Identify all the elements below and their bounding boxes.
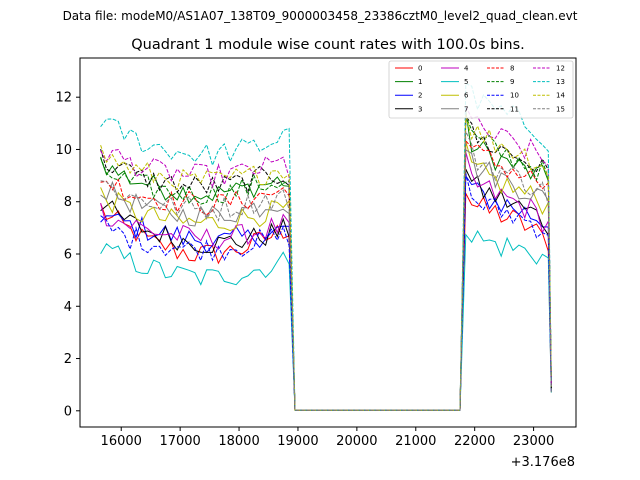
legend-label-5: 5 [464,78,468,86]
x-tick-label: 22000 [454,434,495,449]
legend-label-8: 8 [510,65,514,73]
x-tick-label: 17000 [159,434,200,449]
series-line-14 [100,114,552,411]
plot-area [100,82,552,411]
chart-suptitle: Data file: modeM0/AS1A07_138T09_90000034… [63,9,578,23]
legend-label-11: 11 [510,105,519,113]
series-line-11 [100,115,552,411]
series-line-2 [100,174,552,411]
legend-label-1: 1 [418,78,422,86]
series-line-9 [100,115,552,411]
legend-label-7: 7 [464,105,468,113]
y-tick-label: 2 [64,352,72,367]
legend-label-12: 12 [556,65,565,73]
y-tick-label: 10 [55,143,72,158]
legend-label-9: 9 [510,78,514,86]
y-tick-label: 12 [55,91,72,106]
x-tick-label: 19000 [277,434,318,449]
legend-label-3: 3 [418,105,422,113]
x-tick-label: 18000 [218,434,259,449]
legend-label-15: 15 [556,105,565,113]
legend-label-0: 0 [418,65,422,73]
series-line-3 [100,168,552,411]
series-line-10 [100,173,552,411]
legend-label-6: 6 [464,92,469,100]
series-line-5 [100,229,552,411]
series-line-0 [100,193,552,411]
y-tick-label: 0 [64,404,72,419]
series-line-7 [100,149,552,411]
y-tick-label: 4 [64,300,72,315]
legend-label-4: 4 [464,65,469,73]
legend-box [388,60,574,119]
y-tick-label: 8 [64,195,72,210]
axes-frame [79,57,577,428]
chart-title: Quadrant 1 module wise count rates with … [131,37,525,53]
series-line-15 [100,131,552,411]
x-tick-label: 16000 [101,434,142,449]
axes: 16000 17000 18000 19000 20000 21000 22000 23000… [55,57,577,449]
series-line-13 [100,82,552,411]
x-tick-label: 20000 [336,434,377,449]
legend-label-2: 2 [418,92,422,100]
series-line-1 [100,111,552,411]
y-tick-label: 6 [64,247,72,262]
x-tick-label: 21000 [395,434,436,449]
x-tick-label: 23000 [513,434,554,449]
legend-label-10: 10 [510,92,519,100]
legend-label-13: 13 [556,78,565,86]
legend-label-14: 14 [556,92,565,100]
x-offset-label: +3.176e8 [511,455,575,470]
series-line-12 [100,106,552,411]
